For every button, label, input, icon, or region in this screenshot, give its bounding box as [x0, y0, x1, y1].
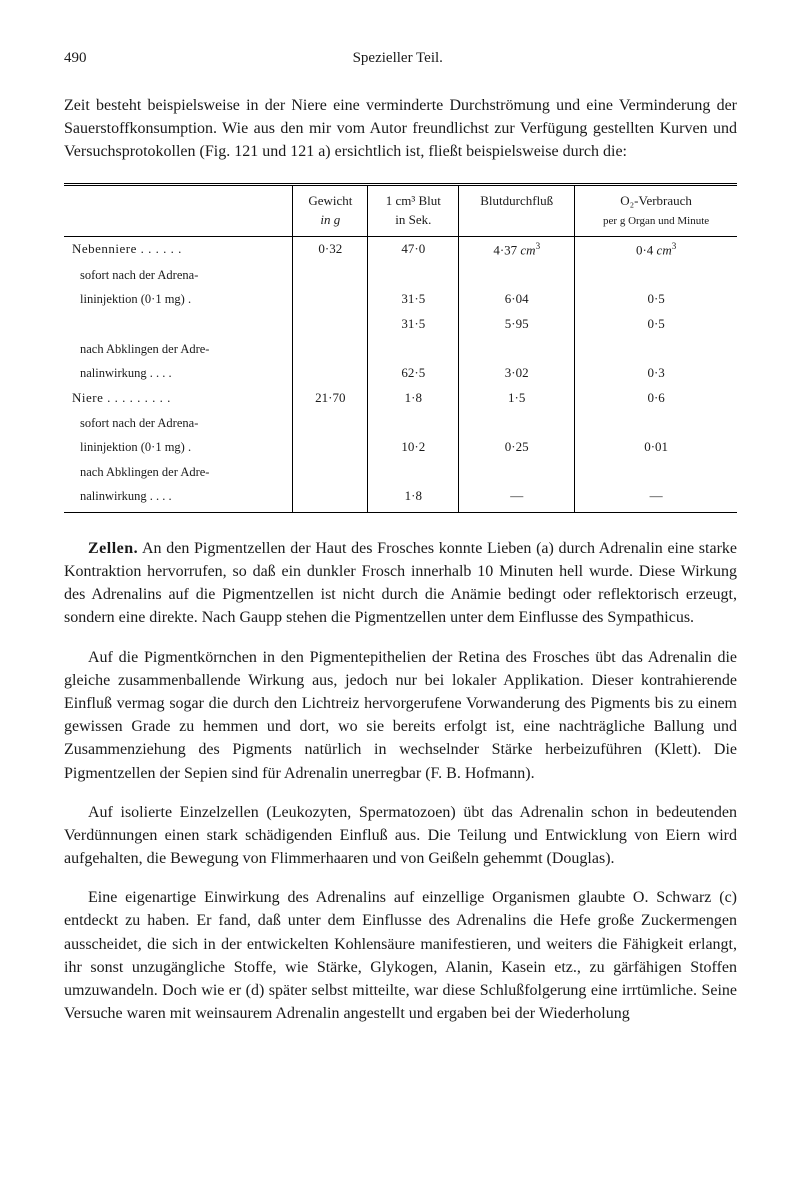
cell-blut [368, 337, 459, 361]
cell-durchfluss [459, 460, 575, 484]
col-header-durchfluss: Blutdurchfluß [459, 185, 575, 237]
cell-gewicht [293, 263, 368, 287]
cell-blut: 1·8 [368, 386, 459, 411]
table-row: lininjektion (0·1 mg) . 31·56·040·5 [64, 287, 737, 312]
cell-verbrauch: — [575, 484, 737, 512]
cell-blut: 10·2 [368, 435, 459, 460]
paragraph-2: Auf die Pigmentkörnchen in den Pigmentep… [64, 646, 737, 785]
row-label: nach Abklingen der Adre- [64, 460, 293, 484]
cell-durchfluss: 6·04 [459, 287, 575, 312]
cell-blut: 1·8 [368, 484, 459, 512]
paragraph-4: Eine eigenartige Einwirkung des Adrenali… [64, 886, 737, 1025]
table-header-row: Gewicht in g 1 cm³ Blut in Sek. Blutdurc… [64, 185, 737, 237]
cell-gewicht [293, 460, 368, 484]
paragraph-3: Auf isolierte Einzelzellen (Leukozyten, … [64, 801, 737, 871]
cell-blut: 62·5 [368, 361, 459, 386]
col-header-empty [64, 185, 293, 237]
page-header: 490 Spezieller Teil. [64, 48, 737, 70]
cell-verbrauch: 0·5 [575, 312, 737, 337]
table-row: nach Abklingen der Adre- [64, 460, 737, 484]
cell-gewicht [293, 337, 368, 361]
row-label: lininjektion (0·1 mg) . [64, 287, 293, 312]
col-header-verbrauch: O₂-Verbrauch per g Organ und Minute [575, 185, 737, 237]
row-label: Niere . . . . . . . . . [64, 386, 293, 411]
cell-verbrauch: 0·5 [575, 287, 737, 312]
cell-gewicht [293, 435, 368, 460]
cell-blut: 31·5 [368, 287, 459, 312]
cell-durchfluss: 5·95 [459, 312, 575, 337]
cell-verbrauch: 0·3 [575, 361, 737, 386]
table-row: sofort nach der Adrena- [64, 411, 737, 435]
intro-paragraph: Zeit besteht beispielsweise in der Niere… [64, 94, 737, 164]
table-row: nalinwirkung . . . . 62·53·020·3 [64, 361, 737, 386]
row-label: sofort nach der Adrena- [64, 263, 293, 287]
section-title: Spezieller Teil. [353, 48, 443, 70]
row-label: nalinwirkung . . . . [64, 484, 293, 512]
data-table: Gewicht in g 1 cm³ Blut in Sek. Blutdurc… [64, 183, 737, 513]
row-label: Nebenniere . . . . . . [64, 237, 293, 264]
table-row: lininjektion (0·1 mg) . 10·20·250·01 [64, 435, 737, 460]
cell-durchfluss: — [459, 484, 575, 512]
cell-durchfluss [459, 411, 575, 435]
cell-durchfluss [459, 337, 575, 361]
col-header-blut: 1 cm³ Blut in Sek. [368, 185, 459, 237]
table-row: nalinwirkung . . . .1·8—— [64, 484, 737, 512]
cell-blut [368, 263, 459, 287]
row-label: lininjektion (0·1 mg) . [64, 435, 293, 460]
cell-verbrauch [575, 460, 737, 484]
row-label: nalinwirkung . . . . [64, 361, 293, 386]
cell-blut [368, 411, 459, 435]
cell-gewicht [293, 361, 368, 386]
row-label [64, 312, 293, 337]
cell-gewicht [293, 312, 368, 337]
paragraph-zellen: Zellen. An den Pigmentzellen der Haut de… [64, 537, 737, 630]
cell-verbrauch [575, 263, 737, 287]
zellen-heading: Zellen. [88, 540, 138, 557]
cell-durchfluss [459, 263, 575, 287]
cell-blut: 31·5 [368, 312, 459, 337]
cell-gewicht: 21·70 [293, 386, 368, 411]
table-row: Nebenniere . . . . . .0·3247·04·37 cm30·… [64, 237, 737, 264]
cell-blut [368, 460, 459, 484]
table-row: Niere . . . . . . . . .21·701·81·50·6 [64, 386, 737, 411]
cell-blut: 47·0 [368, 237, 459, 264]
table-row: nach Abklingen der Adre- [64, 337, 737, 361]
cell-verbrauch: 0·4 cm3 [575, 237, 737, 264]
table-row: 31·55·950·5 [64, 312, 737, 337]
col-header-gewicht: Gewicht in g [293, 185, 368, 237]
cell-verbrauch [575, 411, 737, 435]
cell-durchfluss: 4·37 cm3 [459, 237, 575, 264]
row-label: sofort nach der Adrena- [64, 411, 293, 435]
cell-durchfluss: 3·02 [459, 361, 575, 386]
cell-verbrauch [575, 337, 737, 361]
table-row: sofort nach der Adrena- [64, 263, 737, 287]
cell-gewicht: 0·32 [293, 237, 368, 264]
cell-gewicht [293, 287, 368, 312]
cell-gewicht [293, 411, 368, 435]
cell-durchfluss: 1·5 [459, 386, 575, 411]
cell-verbrauch: 0·01 [575, 435, 737, 460]
cell-durchfluss: 0·25 [459, 435, 575, 460]
cell-verbrauch: 0·6 [575, 386, 737, 411]
cell-gewicht [293, 484, 368, 512]
page-number: 490 [64, 48, 87, 70]
row-label: nach Abklingen der Adre- [64, 337, 293, 361]
